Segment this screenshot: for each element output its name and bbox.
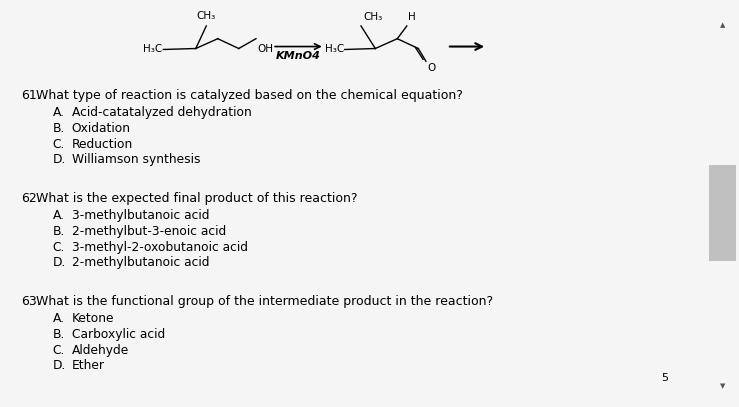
Text: What is the functional group of the intermediate product in the reaction?: What is the functional group of the inte…: [36, 295, 494, 308]
Text: H: H: [408, 12, 415, 22]
Text: Aldehyde: Aldehyde: [72, 344, 129, 357]
Text: ▼: ▼: [720, 383, 725, 389]
Text: 5: 5: [661, 373, 669, 383]
Text: D.: D.: [52, 256, 66, 269]
Text: C.: C.: [52, 344, 65, 357]
Text: C.: C.: [52, 138, 65, 151]
Text: Oxidation: Oxidation: [72, 122, 131, 135]
Text: Ketone: Ketone: [72, 313, 114, 325]
FancyBboxPatch shape: [709, 165, 736, 261]
Text: 63.: 63.: [21, 295, 41, 308]
Text: Acid-catatalyzed dehydration: Acid-catatalyzed dehydration: [72, 106, 251, 119]
Text: A.: A.: [52, 106, 64, 119]
Text: ▲: ▲: [720, 22, 725, 28]
Text: A.: A.: [52, 209, 64, 222]
Text: Ether: Ether: [72, 359, 105, 372]
Text: 3-methylbutanoic acid: 3-methylbutanoic acid: [72, 209, 209, 222]
Text: Reduction: Reduction: [72, 138, 133, 151]
Text: CH₃: CH₃: [197, 11, 216, 21]
Text: D.: D.: [52, 359, 66, 372]
Text: D.: D.: [52, 153, 66, 166]
Text: B.: B.: [52, 122, 65, 135]
Text: 3-methyl-2-oxobutanoic acid: 3-methyl-2-oxobutanoic acid: [72, 241, 248, 254]
Text: What is the expected final product of this reaction?: What is the expected final product of th…: [36, 192, 358, 205]
Text: OH: OH: [258, 44, 274, 54]
Text: H₃C: H₃C: [324, 44, 344, 55]
Text: 2-methylbutanoic acid: 2-methylbutanoic acid: [72, 256, 209, 269]
Text: KMnO4: KMnO4: [276, 51, 321, 61]
Text: CH₃: CH₃: [363, 12, 382, 22]
Text: O: O: [427, 63, 435, 73]
Text: What type of reaction is catalyzed based on the chemical equation?: What type of reaction is catalyzed based…: [36, 89, 463, 102]
Text: H₃C: H₃C: [143, 44, 163, 55]
Text: Williamson synthesis: Williamson synthesis: [72, 153, 200, 166]
Text: A.: A.: [52, 313, 64, 325]
Text: 2-methylbut-3-enoic acid: 2-methylbut-3-enoic acid: [72, 225, 226, 238]
Text: B.: B.: [52, 225, 65, 238]
Text: 61.: 61.: [21, 89, 41, 102]
Text: Carboxylic acid: Carboxylic acid: [72, 328, 165, 341]
Text: C.: C.: [52, 241, 65, 254]
Text: 62.: 62.: [21, 192, 41, 205]
Text: B.: B.: [52, 328, 65, 341]
